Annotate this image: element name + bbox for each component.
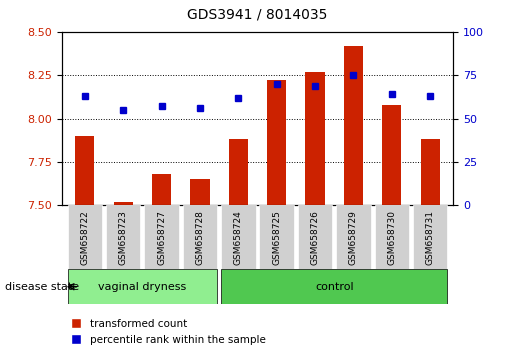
Text: disease state: disease state (5, 282, 79, 292)
FancyBboxPatch shape (413, 205, 448, 269)
Bar (267, 80, 286, 205)
FancyBboxPatch shape (221, 269, 448, 304)
Text: GSM658725: GSM658725 (272, 210, 281, 265)
Text: GSM658722: GSM658722 (80, 210, 89, 264)
Text: GSM658723: GSM658723 (118, 210, 128, 265)
FancyBboxPatch shape (336, 205, 371, 269)
Bar (344, 46, 363, 205)
FancyBboxPatch shape (183, 205, 217, 269)
Bar (229, 139, 248, 205)
FancyBboxPatch shape (221, 205, 255, 269)
Bar (114, 202, 133, 205)
Text: GSM658727: GSM658727 (157, 210, 166, 265)
Text: control: control (315, 282, 354, 292)
Text: GSM658731: GSM658731 (426, 210, 435, 265)
Text: GSM658724: GSM658724 (234, 210, 243, 264)
Text: GSM658730: GSM658730 (387, 210, 397, 265)
FancyBboxPatch shape (298, 205, 332, 269)
Bar (191, 179, 210, 205)
Text: GDS3941 / 8014035: GDS3941 / 8014035 (187, 7, 328, 21)
Bar (152, 174, 171, 205)
FancyBboxPatch shape (67, 205, 102, 269)
Text: GSM658726: GSM658726 (311, 210, 320, 265)
Bar (75, 136, 94, 205)
Bar (421, 139, 440, 205)
Legend: transformed count, percentile rank within the sample: transformed count, percentile rank withi… (67, 315, 270, 349)
Text: GSM658729: GSM658729 (349, 210, 358, 265)
Bar (305, 72, 324, 205)
Bar (382, 105, 401, 205)
FancyBboxPatch shape (144, 205, 179, 269)
FancyBboxPatch shape (67, 269, 217, 304)
Text: vaginal dryness: vaginal dryness (98, 282, 186, 292)
FancyBboxPatch shape (374, 205, 409, 269)
Text: GSM658728: GSM658728 (195, 210, 204, 265)
FancyBboxPatch shape (260, 205, 294, 269)
FancyBboxPatch shape (106, 205, 141, 269)
